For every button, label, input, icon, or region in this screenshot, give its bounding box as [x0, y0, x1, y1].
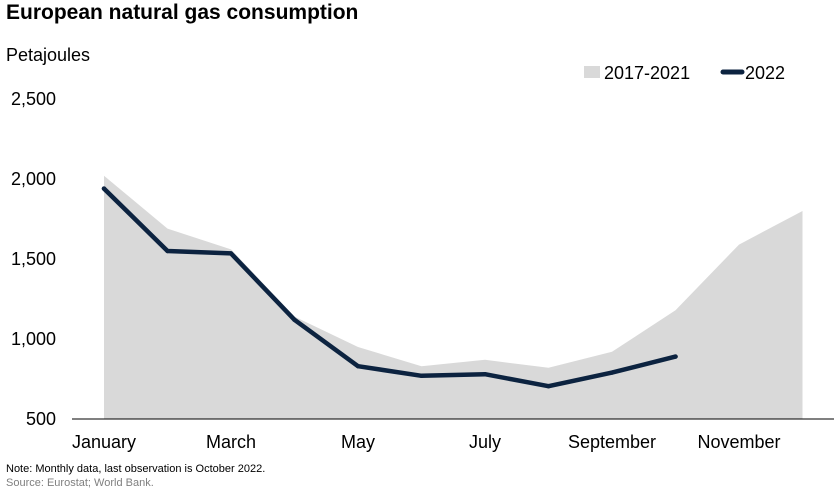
y-axis-label: Petajoules	[6, 45, 91, 65]
legend-swatch-area	[584, 66, 600, 78]
x-tick-label: January	[72, 432, 136, 452]
line-point-june	[419, 373, 424, 378]
x-tick-label: May	[341, 432, 375, 452]
y-tick-label: 1,500	[11, 249, 56, 269]
legend-label-area: 2017-2021	[604, 63, 690, 83]
line-point-february	[165, 248, 170, 254]
x-tick-label: November	[697, 432, 780, 452]
legend-label-line: 2022	[745, 63, 785, 83]
legend: 2017-2021 2022	[584, 63, 785, 83]
line-point-october	[673, 354, 678, 359]
chart-title: European natural gas consumption	[6, 1, 359, 24]
line-layer	[101, 186, 678, 389]
line-series-2022	[101, 186, 678, 389]
y-tick-label: 500	[26, 409, 56, 429]
line-point-july	[482, 372, 488, 377]
footnote: Note: Monthly data, last observation is …	[6, 463, 266, 475]
y-tick-label: 2,000	[11, 169, 56, 189]
y-axis-ticks: 500 1,000 1,500 2,000 2,500	[11, 89, 56, 429]
x-tick-label: September	[568, 432, 656, 452]
area-series-2017-2021	[104, 175, 803, 419]
area-layer	[104, 175, 803, 419]
line-point-august	[546, 384, 551, 389]
y-tick-label: 2,500	[11, 89, 56, 109]
line-point-march	[228, 251, 234, 256]
x-axis-ticks: January March May July September November	[72, 432, 781, 452]
x-tick-label: March	[206, 432, 256, 452]
line-point-january	[101, 186, 107, 191]
x-tick-label: July	[469, 432, 501, 452]
line-point-september	[609, 370, 615, 375]
y-tick-label: 1,000	[11, 329, 56, 349]
source-note: Source: Eurostat; World Bank.	[6, 477, 154, 489]
line-point-may	[355, 364, 361, 369]
line-point-april	[292, 317, 297, 322]
